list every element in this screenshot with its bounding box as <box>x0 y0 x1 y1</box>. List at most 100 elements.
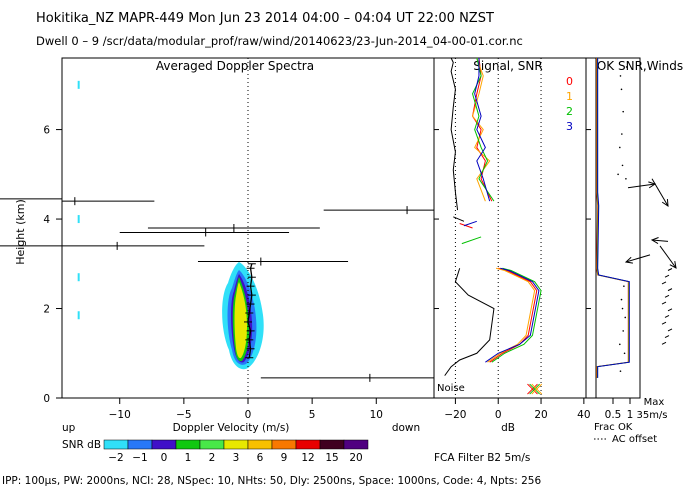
ac-offset-dot <box>621 133 623 135</box>
colorbar-swatch <box>199 439 225 450</box>
doppler-marks: −10 −5 0 5 10 0 2 4 6 <box>0 58 434 421</box>
ac-offset-label: AC offset <box>612 434 657 445</box>
colorbar-swatch <box>223 439 249 450</box>
signal-xlabel: dB <box>501 422 515 434</box>
noise-label: Noise <box>437 383 465 394</box>
winds-marks: 0.5 1 0 1 2 3 <box>566 58 677 421</box>
wind-arrowhead <box>650 237 659 245</box>
doppler-up-label: up <box>62 422 76 434</box>
ac-offset-dot <box>624 316 627 319</box>
legend-entry-2: 2 <box>566 105 573 118</box>
wind-short-mark <box>664 335 670 339</box>
signal-series-3 <box>485 267 540 363</box>
signal-series-noise <box>444 268 495 376</box>
signal-fragment <box>453 216 465 222</box>
winds-xtick-label: 0.5 <box>605 409 622 421</box>
ac-offset-dot <box>620 298 623 301</box>
colorbar-swatch <box>271 439 297 450</box>
doppler-ytick-label: 6 <box>43 125 50 137</box>
frac-ok-line-1 <box>596 58 630 378</box>
signal-series-noise <box>450 57 459 211</box>
winds-frame <box>585 57 641 399</box>
wind-vector <box>627 183 656 189</box>
frac-ok-line-0 <box>596 58 629 378</box>
fca-filter-note: FCA Filter B2 5m/s <box>434 452 530 464</box>
signal-cross-mark <box>531 383 543 395</box>
signal-xtick-label: 20 <box>534 409 547 421</box>
ac-offset-dot <box>623 352 626 355</box>
wind-arrowhead <box>669 261 677 269</box>
signal-series-2 <box>472 57 495 202</box>
doppler-ylabel: Height (km) <box>14 199 27 265</box>
signal-cross-mark <box>527 383 538 395</box>
frac-ok-line-2 <box>596 58 630 378</box>
signal-xtick-label: −20 <box>444 409 466 421</box>
signal-frame <box>433 57 587 399</box>
ac-offset-dot <box>621 164 624 167</box>
signal-series-2 <box>491 267 542 363</box>
signal-fragment <box>459 223 473 229</box>
signal-series-0 <box>472 57 493 202</box>
wind-arrowhead <box>661 198 669 207</box>
signal-series-3 <box>474 58 491 202</box>
header-title: Hokitika_NZ MAPR-449 Mon Jun 23 2014 04:… <box>36 11 494 26</box>
ac-offset-dot <box>619 75 622 77</box>
colorbar-swatch <box>151 439 177 450</box>
colorbar-tick: 1 <box>185 452 192 464</box>
signal-title: Signal, SNR <box>473 59 542 73</box>
doppler-ytick-label: 0 <box>43 393 50 405</box>
colorbar-tick: 9 <box>281 452 288 464</box>
ac-offset-dot <box>619 370 622 372</box>
signal-series-0 <box>489 267 538 363</box>
doppler-xtick-label: 10 <box>370 409 383 421</box>
ok-snr-winds-panel: OK SNR,Winds Frac OK Max 35m/s AC offset… <box>434 57 683 464</box>
wind-vector <box>651 239 669 242</box>
legend-entry-3: 3 <box>566 120 573 133</box>
ac-offset-dot <box>625 177 627 180</box>
ac-offset-dot <box>619 146 621 149</box>
signal-cross-mark <box>529 383 540 395</box>
wind-short-mark <box>661 341 667 345</box>
colorbar-swatch <box>343 439 369 450</box>
spectra-speck <box>77 311 80 320</box>
signal-series-1 <box>487 267 536 363</box>
winds-title: OK SNR,Winds <box>597 59 683 73</box>
wind-vector <box>625 254 651 263</box>
snr-colorbar: SNR dB −2 −1 0 1 2 3 6 9 12 15 20 <box>62 439 369 464</box>
wind-short-mark <box>667 308 673 312</box>
signal-xtick-label: 0 <box>495 409 502 421</box>
wind-short-mark <box>664 274 670 278</box>
colorbar-tick: 0 <box>161 452 168 464</box>
colorbar-swatch <box>103 439 129 450</box>
doppler-xtick-label: 5 <box>309 409 316 421</box>
winds-xtick-label: 1 <box>627 409 634 421</box>
ac-offset-dot <box>619 343 621 346</box>
mean-velocity-line <box>247 263 253 358</box>
signal-snr-panel: Signal, SNR dB Noise −20 0 20 40 <box>433 57 591 434</box>
spectra-contours <box>222 262 264 370</box>
colorbar-swatch <box>175 439 201 450</box>
colorbar-tick: −2 <box>108 452 123 464</box>
ac-offset-dot <box>621 307 624 310</box>
colorbar-label: SNR dB <box>62 439 101 451</box>
wind-short-mark <box>661 321 667 325</box>
header-path: Dwell 0 – 9 /scr/data/modular_prof/raw/w… <box>36 34 523 48</box>
ac-offset-dot <box>625 66 628 68</box>
spectra-speck <box>77 215 80 224</box>
doppler-ytick-label: 2 <box>43 304 50 316</box>
colorbar-tick: 6 <box>257 452 264 464</box>
colorbar-tick: 20 <box>349 452 362 464</box>
ac-offset-dot <box>622 330 624 332</box>
signal-xtick-label: 40 <box>577 409 590 421</box>
wind-short-mark <box>661 301 667 305</box>
wind-short-mark <box>661 281 667 285</box>
doppler-title: Averaged Doppler Spectra <box>156 59 314 73</box>
doppler-xtick-label: −5 <box>176 409 191 421</box>
colorbar-tick: −1 <box>132 452 147 464</box>
colorbar-swatch <box>247 439 273 450</box>
max-label: Max <box>644 397 665 408</box>
colorbar-swatch <box>295 439 321 450</box>
contour-snr-3 <box>234 282 247 359</box>
doppler-xtick-label: −10 <box>109 409 131 421</box>
